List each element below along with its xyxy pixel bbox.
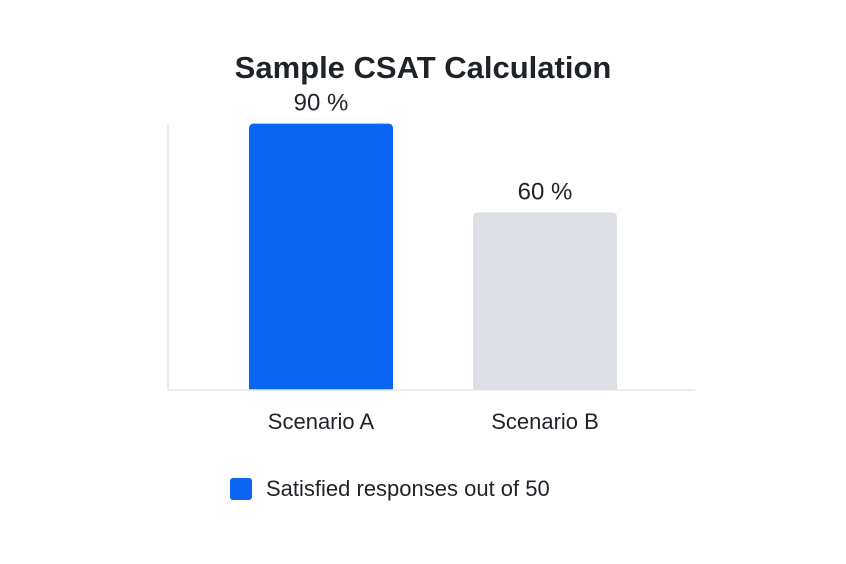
bar-value-label-scenario-b: 60 %: [518, 178, 573, 205]
legend-label-satisfied: Satisfied responses out of 50: [266, 476, 550, 501]
bar-scenario-b: [473, 212, 617, 390]
chart-title: Sample CSAT Calculation: [234, 50, 612, 85]
bar-value-label-scenario-a: 90 %: [294, 90, 349, 117]
x-tick-label-scenario-a: Scenario A: [268, 409, 375, 434]
x-tick-label-scenario-b: Scenario B: [491, 409, 599, 434]
legend-swatch-satisfied: [230, 478, 252, 500]
bar-scenario-a: [249, 123, 393, 390]
legend: Satisfied responses out of 50: [230, 474, 550, 504]
